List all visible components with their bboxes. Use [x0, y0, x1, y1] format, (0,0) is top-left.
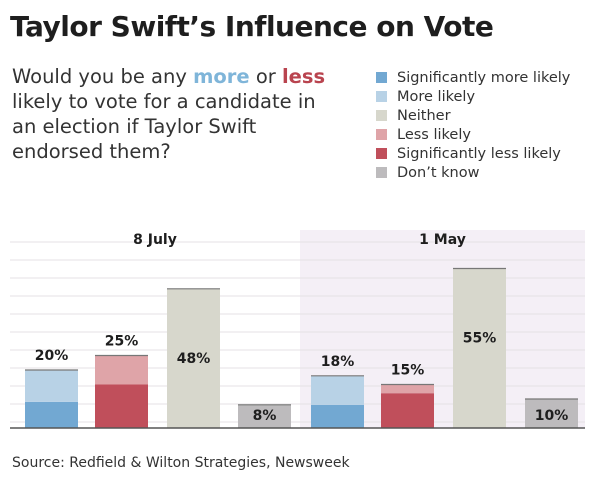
data-label: 48%	[177, 351, 211, 367]
legend-item-less: Less likely	[376, 125, 570, 144]
bar-segment	[167, 288, 220, 428]
legend-label: More likely	[397, 88, 476, 105]
data-label: 10%	[535, 408, 569, 424]
bar-segment	[453, 268, 506, 428]
legend-label: Don’t know	[397, 164, 480, 181]
question-less-highlight: less	[282, 65, 326, 88]
bar-segment	[381, 384, 434, 394]
bar-segment	[238, 404, 291, 428]
data-label: 8%	[253, 408, 277, 424]
legend-label: Neither	[397, 107, 451, 124]
data-label: 15%	[391, 363, 425, 379]
bar-segment	[525, 399, 578, 428]
source-note: Source: Redfield & Wilton Strategies, Ne…	[12, 455, 350, 471]
legend-item-dont-know: Don’t know	[376, 163, 570, 182]
legend-swatch	[376, 129, 387, 140]
bar-segment	[25, 401, 78, 428]
data-label: 55%	[463, 331, 497, 347]
legend-swatch	[376, 91, 387, 102]
survey-question: Would you be any more or less likely to …	[12, 64, 342, 164]
legend-item-significantly-less: Significantly less likely	[376, 144, 570, 163]
bar-segment	[95, 384, 148, 428]
data-label: 25%	[105, 334, 139, 350]
question-text-1: Would you be any	[12, 65, 194, 88]
panel-label: 1 May	[419, 232, 466, 248]
legend-item-significantly-more: Significantly more likely	[376, 68, 570, 87]
chart-title: Taylor Swift’s Influence on Vote	[10, 10, 494, 43]
legend-label: Significantly more likely	[397, 69, 571, 86]
question-more-highlight: more	[193, 65, 250, 88]
question-text-2: or	[249, 65, 282, 88]
bar-segment	[311, 375, 364, 405]
legend-label: Significantly less likely	[397, 145, 561, 162]
legend-label: Less likely	[397, 126, 471, 143]
panel-label: 8 July	[133, 232, 177, 248]
data-label: 18%	[321, 354, 355, 370]
bar-segment	[25, 370, 78, 402]
data-label: 20%	[35, 348, 69, 364]
bar-segment	[311, 404, 364, 428]
bar-segment	[95, 355, 148, 385]
legend-swatch	[376, 110, 387, 121]
legend-item-more: More likely	[376, 87, 570, 106]
bar-segment	[381, 393, 434, 428]
legend: Significantly more likely More likely Ne…	[376, 68, 570, 182]
question-text-3: likely to vote for a candidate in an ele…	[12, 90, 316, 163]
stacked-bar-chart: 8 July 20% 25% 48% 8% 1 May 18% 15% 55% 10%	[10, 230, 585, 429]
legend-swatch	[376, 148, 387, 159]
legend-swatch	[376, 72, 387, 83]
legend-item-neither: Neither	[376, 106, 570, 125]
legend-swatch	[376, 167, 387, 178]
